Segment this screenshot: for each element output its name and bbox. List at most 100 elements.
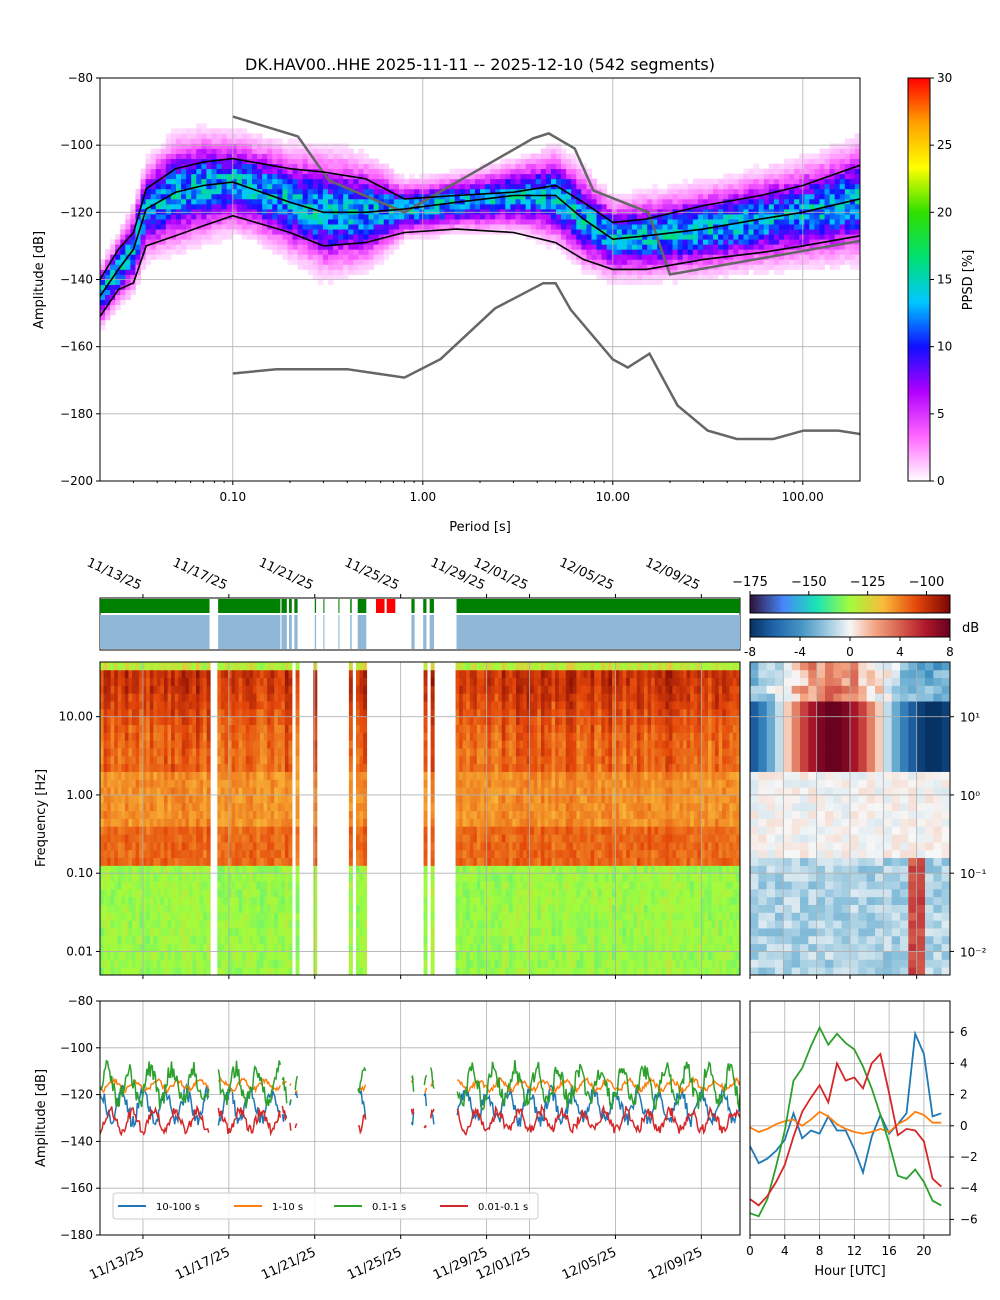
ppsd-cell <box>297 183 304 190</box>
spectrogram-cell <box>263 755 268 765</box>
spectrogram-cell <box>124 662 129 671</box>
spectrogram-cell <box>142 748 147 757</box>
spectrogram-cell <box>107 669 112 679</box>
ppsd-cell <box>854 183 860 190</box>
ppsd-cell <box>287 203 293 210</box>
ppsd-cell <box>469 198 476 205</box>
ppsd-cell <box>429 178 435 185</box>
spectrogram-cell <box>164 826 168 835</box>
ppsd-cell <box>758 269 765 275</box>
ppsd-cell <box>657 188 663 195</box>
spectrogram-cell <box>228 748 232 757</box>
spectrogram-cell <box>171 904 176 913</box>
spectrogram-cell <box>196 904 200 913</box>
ppsd-cell <box>165 239 172 245</box>
ppsd-cell <box>794 168 800 175</box>
spectrogram-cell <box>156 818 161 827</box>
ppsd-cell <box>252 158 258 165</box>
spectrogram-cell <box>117 669 122 679</box>
ppsd-cell <box>110 299 116 306</box>
spectrogram-cell <box>107 849 112 859</box>
ppsd-cell <box>409 208 415 215</box>
spectrogram-cell <box>100 841 104 851</box>
ppsd-cell <box>241 229 248 235</box>
spectrogram-cell <box>228 795 232 804</box>
ppsd-cell <box>616 279 623 285</box>
ppsd-density <box>100 123 860 331</box>
ppsd-cell <box>789 203 795 210</box>
ppsd-cell <box>262 188 268 195</box>
spectrogram-cell <box>188 724 193 733</box>
spectrogram-cell <box>192 818 197 827</box>
ppsd-cell <box>490 203 496 210</box>
ppsd-cell <box>485 198 491 205</box>
ppsd-cell <box>201 193 207 200</box>
ppsd-cell <box>738 234 744 240</box>
ppsd-cell <box>702 229 709 235</box>
spectrogram-cell <box>256 693 261 702</box>
ppsd-cell <box>170 214 177 220</box>
spectrogram-cell <box>188 763 193 772</box>
spectrogram-cell <box>103 826 108 835</box>
ppsd-cell <box>388 168 395 175</box>
ppsd-cell <box>125 274 131 280</box>
ppsd-cell <box>287 173 293 180</box>
ppsd-cell <box>388 249 395 255</box>
ppsd-cell <box>763 229 770 235</box>
spectrogram-cell <box>110 763 115 772</box>
ppsd-cell <box>267 239 273 245</box>
spectrogram-cell <box>149 928 154 937</box>
spectrogram-cell <box>142 912 147 921</box>
spectrogram-cell <box>220 748 225 757</box>
ppsd-cell <box>322 254 329 260</box>
spectrogram-cell <box>124 841 129 851</box>
ppsd-cell <box>596 269 602 275</box>
ppsd-cell <box>120 269 126 275</box>
ppsd-cell <box>181 224 187 230</box>
spectrogram-cell <box>117 857 122 866</box>
ppsd-colorbar-tick-label: 20 <box>937 205 952 219</box>
ppsd-cell <box>809 203 815 210</box>
spectrogram-cell <box>224 755 229 765</box>
ppsd-cell <box>282 153 288 159</box>
ppsd-cell <box>292 193 298 200</box>
spectrogram-cell <box>139 669 144 679</box>
ppsd-cell <box>566 224 572 230</box>
ppsd-cell <box>728 229 734 235</box>
ppsd-cell <box>176 244 182 250</box>
ppsd-cell <box>794 219 800 225</box>
spectrogram-cell <box>164 748 168 757</box>
spectrogram-cell <box>252 881 257 890</box>
spectrogram-cell <box>206 920 211 929</box>
ppsd-cell <box>353 163 359 170</box>
ppsd-cell <box>804 178 810 185</box>
ppsd-cell <box>672 279 678 285</box>
ppsd-cell <box>485 219 491 225</box>
ppsd-cell <box>849 214 856 220</box>
ppsd-cell <box>540 214 547 220</box>
ppsd-cell <box>632 274 638 280</box>
spectrogram-cell <box>135 802 140 812</box>
availability-data-bar <box>429 599 434 613</box>
ppsd-cell <box>196 214 202 220</box>
spectrogram-cell <box>231 724 236 733</box>
spectrogram-cell <box>256 724 261 733</box>
ppsd-cell <box>155 163 162 170</box>
ppsd-cell <box>201 123 207 129</box>
spectrogram-cell <box>245 810 250 819</box>
spectrogram-cell <box>224 724 229 733</box>
ppsd-cell <box>490 168 496 175</box>
ppsd-cell <box>596 264 602 270</box>
ppsd-cell <box>368 259 374 265</box>
spectrogram-cell <box>185 732 190 741</box>
ppsd-cell <box>505 198 511 205</box>
spectrogram-cell <box>149 857 154 866</box>
spectrogram-cell <box>220 873 225 882</box>
ppsd-cell <box>459 203 466 210</box>
spectrogram-cell <box>128 810 133 819</box>
ppsd-cell <box>434 198 440 205</box>
spectrogram-cell <box>263 943 268 952</box>
spectrogram-cell <box>132 669 136 679</box>
ppsd-cell <box>191 244 197 250</box>
